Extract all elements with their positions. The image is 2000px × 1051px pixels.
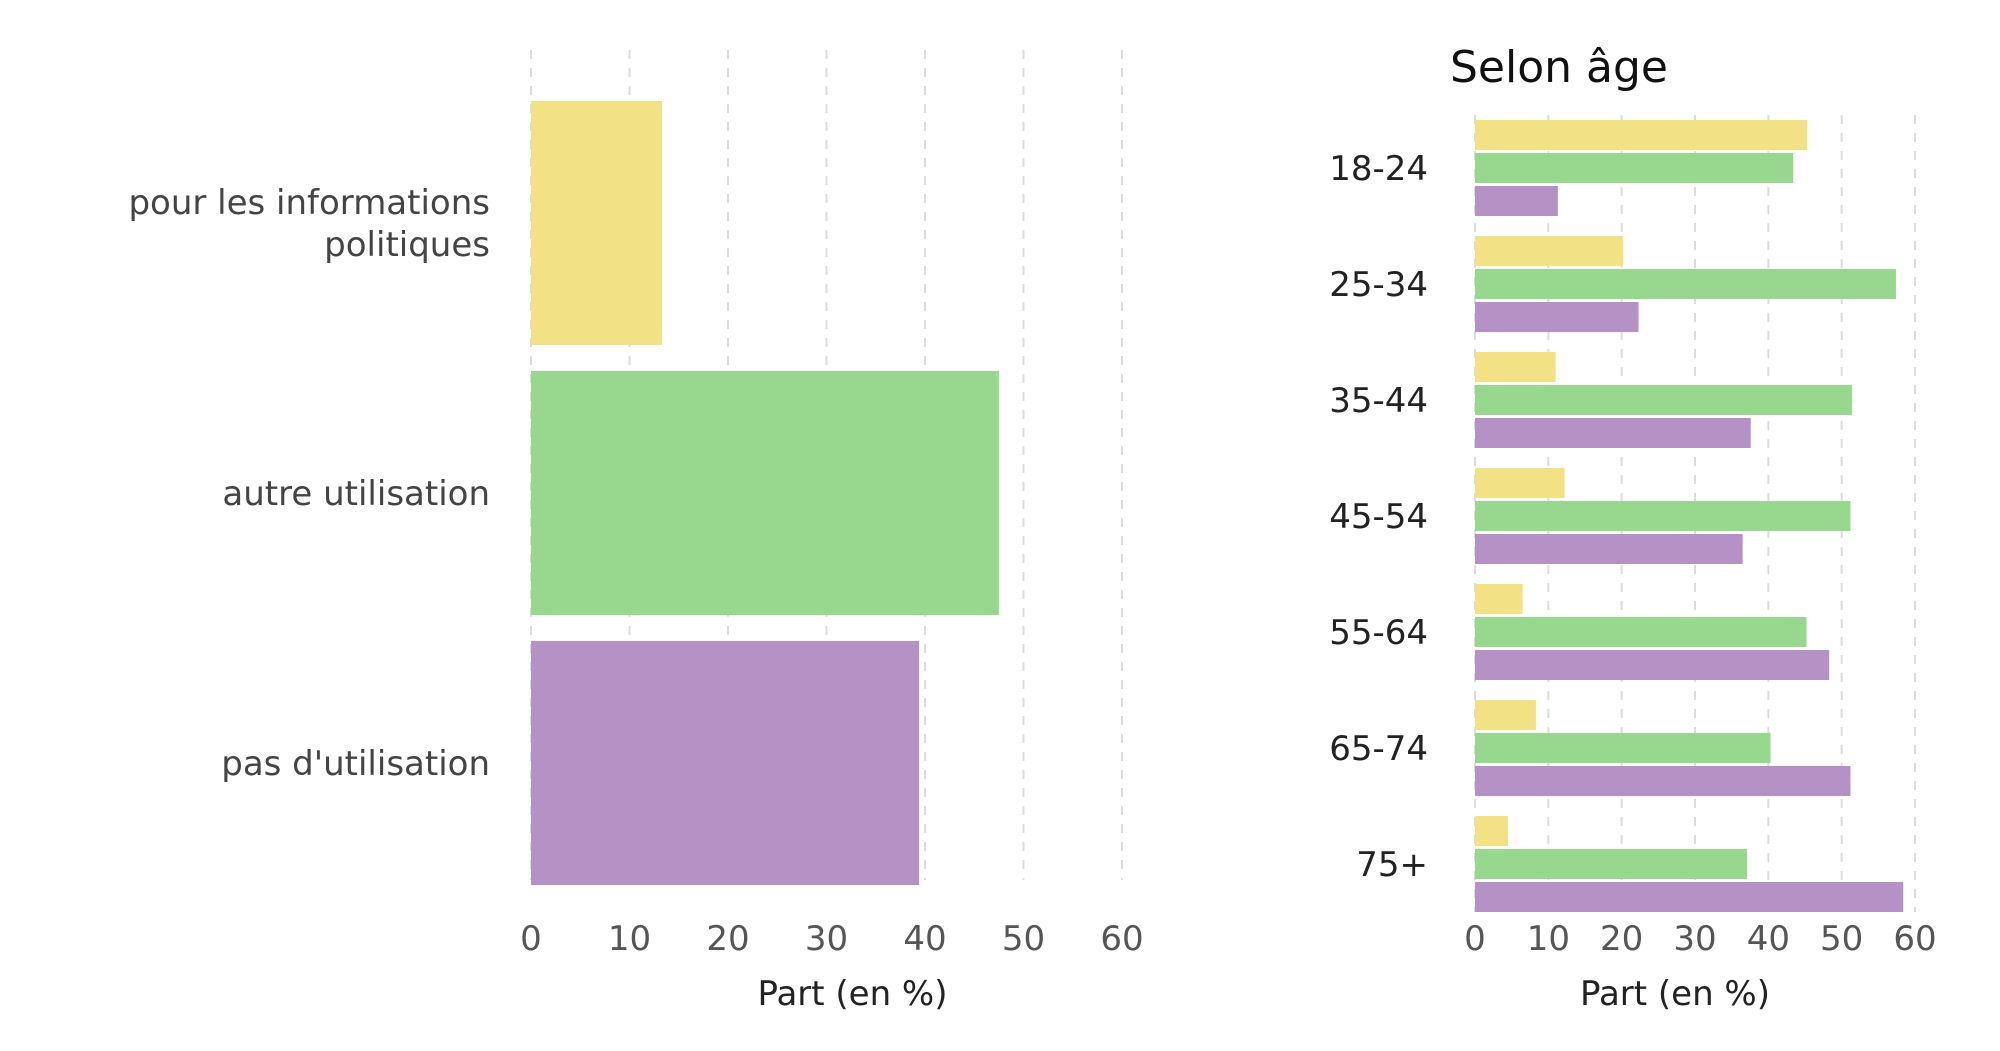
- x-tick-label: 0: [520, 919, 542, 959]
- x-tick-label: 20: [706, 919, 749, 959]
- bar-45-54-pas-d-utilisation: [1475, 534, 1743, 564]
- age-group-label: 75+: [1356, 845, 1428, 885]
- age-panel-title: Selon âge: [1450, 42, 1668, 93]
- right-x-tick-labels: 0 10 20 30 40 50 60: [1464, 919, 1936, 959]
- category-label: politiques: [324, 225, 490, 265]
- age-group-label: 35-44: [1329, 381, 1428, 421]
- bar-65-74-pour-les-informations-politiques: [1475, 700, 1536, 730]
- bar-45-54-pour-les-informations-politiques: [1475, 468, 1565, 498]
- category-label: autre utilisation: [222, 474, 490, 514]
- x-tick-label: 40: [1747, 919, 1790, 959]
- bar-25-34-pour-les-informations-politiques: [1475, 236, 1624, 266]
- x-tick-label: 20: [1600, 919, 1643, 959]
- age-group-label: 55-64: [1329, 613, 1428, 653]
- bar-pour-les-informations-politiques: [531, 101, 663, 345]
- left-bars: [531, 101, 999, 885]
- bar-25-34-autre-utilisation: [1475, 269, 1896, 299]
- age-group-labels: 18-24 25-34 35-44 45-54 55-64 65-74 75+: [1329, 149, 1428, 885]
- x-tick-label: 30: [805, 919, 848, 959]
- bar-35-44-pas-d-utilisation: [1475, 418, 1751, 448]
- left-x-tick-labels: 0 10 20 30 40 50 60: [520, 919, 1143, 959]
- bar-55-64-pas-d-utilisation: [1475, 650, 1830, 680]
- bar-pas-d-utilisation: [531, 641, 920, 885]
- age-group-label: 25-34: [1329, 265, 1428, 305]
- bar-35-44-autre-utilisation: [1475, 385, 1852, 415]
- bar-75-pas-d-utilisation: [1475, 882, 1904, 912]
- x-tick-label: 40: [903, 919, 946, 959]
- bar-75-pour-les-informations-politiques: [1475, 816, 1508, 846]
- bar-45-54-autre-utilisation: [1475, 501, 1851, 531]
- x-tick-label: 10: [1527, 919, 1570, 959]
- category-label: pour les informations: [128, 183, 490, 223]
- age-group-label: 45-54: [1329, 497, 1428, 537]
- right-x-axis-title: Part (en %): [1580, 974, 1770, 1014]
- age-group-label: 18-24: [1329, 149, 1428, 189]
- bar-65-74-pas-d-utilisation: [1475, 766, 1851, 796]
- bar-55-64-autre-utilisation: [1475, 617, 1807, 647]
- bar-autre-utilisation: [531, 371, 999, 615]
- x-tick-label: 30: [1673, 919, 1716, 959]
- left-x-axis-title: Part (en %): [757, 974, 947, 1014]
- right-bars: [1475, 120, 1904, 912]
- age-group-label: 65-74: [1329, 729, 1428, 769]
- x-tick-label: 0: [1464, 919, 1486, 959]
- bar-25-34-pas-d-utilisation: [1475, 302, 1639, 332]
- x-tick-label: 60: [1100, 919, 1143, 959]
- bar-18-24-pour-les-informations-politiques: [1475, 120, 1808, 150]
- x-tick-label: 50: [1002, 919, 1045, 959]
- bar-18-24-pas-d-utilisation: [1475, 186, 1558, 216]
- x-tick-label: 50: [1820, 919, 1863, 959]
- bar-35-44-pour-les-informations-politiques: [1475, 352, 1556, 382]
- x-tick-label: 60: [1893, 919, 1936, 959]
- bar-75-autre-utilisation: [1475, 849, 1748, 879]
- x-tick-label: 10: [608, 919, 651, 959]
- bar-65-74-autre-utilisation: [1475, 733, 1771, 763]
- bar-18-24-autre-utilisation: [1475, 153, 1794, 183]
- bar-55-64-pour-les-informations-politiques: [1475, 584, 1523, 614]
- category-label: pas d'utilisation: [221, 744, 490, 784]
- age-breakdown-panel: Selon âge 18-24 25-34 35-44 45-54 55-64 65-74…: [1329, 42, 1936, 1014]
